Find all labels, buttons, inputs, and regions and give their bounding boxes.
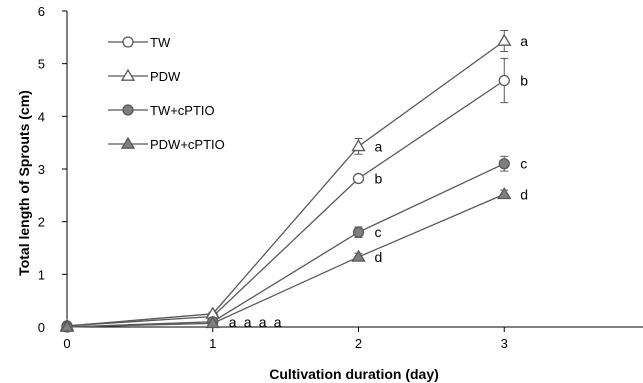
significance-letter: b — [520, 73, 528, 89]
legend-marker — [122, 36, 134, 48]
significance-letter: a — [520, 33, 528, 49]
x-tick-label: 2 — [355, 336, 362, 351]
y-tick-label: 6 — [38, 4, 45, 19]
series-line — [66, 163, 505, 328]
data-point — [351, 139, 366, 152]
significance-letter: a — [244, 314, 252, 330]
series-4 — [59, 186, 512, 332]
y-axis-title: Total length of Sprouts (cm) — [16, 90, 32, 276]
data-point — [498, 158, 510, 170]
series-line — [66, 40, 505, 327]
y-tick-label: 5 — [38, 57, 45, 72]
series-line — [66, 79, 505, 327]
x-tick-label: 0 — [63, 336, 70, 351]
series-group — [59, 29, 512, 333]
significance-letter: a — [229, 314, 237, 330]
legend-label: PDW+cPTIO — [150, 137, 225, 152]
significance-letter: b — [375, 170, 383, 186]
data-point — [497, 33, 512, 46]
legend-marker — [122, 104, 134, 116]
significance-letter: a — [259, 314, 267, 330]
legend-marker — [120, 68, 136, 81]
legend-label: TW — [150, 35, 171, 50]
legend-item: PDW — [108, 68, 181, 84]
y-tick-label: 0 — [38, 320, 45, 335]
data-point — [352, 172, 365, 185]
legend-label: TW+cPTIO — [150, 103, 215, 118]
legend-marker — [120, 136, 136, 149]
legend-item: TW — [108, 35, 171, 50]
legend-item: PDW+cPTIO — [108, 136, 225, 152]
x-axis-title: Cultivation duration (day) — [269, 366, 439, 382]
data-point — [352, 226, 365, 238]
axes: 012340123456 — [38, 4, 643, 351]
data-point — [59, 319, 75, 332]
significance-letter: d — [520, 186, 528, 202]
data-point — [205, 316, 220, 329]
significance-letter: d — [375, 249, 383, 265]
significance-letter: a — [375, 138, 383, 154]
data-point — [497, 186, 512, 200]
x-tick-label: 3 — [501, 336, 508, 351]
significance-letter: c — [520, 156, 527, 172]
legend: TW PDW TW+cPTIO PDW+cPTIO — [108, 35, 225, 152]
legend-label: PDW — [150, 69, 181, 84]
y-tick-label: 2 — [38, 215, 45, 230]
significance-letter: a — [274, 314, 282, 330]
significance-letter: c — [375, 224, 382, 240]
legend-item: TW+cPTIO — [108, 103, 215, 118]
y-tick-label: 4 — [38, 109, 45, 124]
series-3 — [61, 155, 510, 333]
y-tick-label: 3 — [38, 162, 45, 177]
data-point — [351, 249, 366, 262]
y-tick-label: 1 — [38, 267, 45, 282]
series-line — [66, 193, 505, 328]
x-tick-label: 1 — [209, 336, 216, 351]
data-point — [498, 74, 510, 87]
